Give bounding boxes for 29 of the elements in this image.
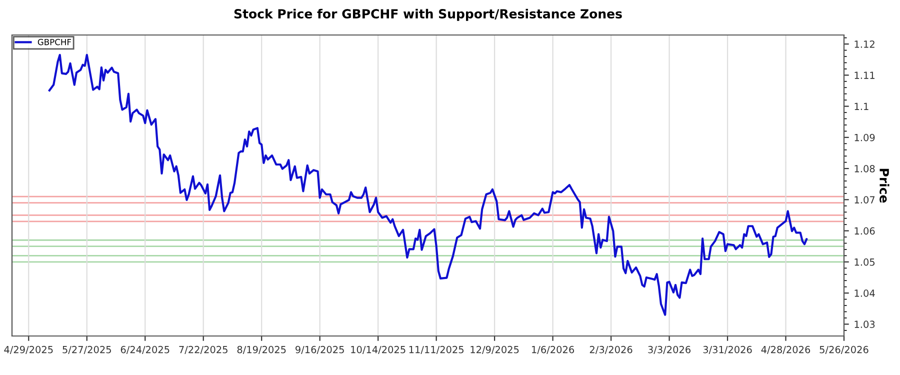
y-tick-label: 1.06 — [854, 227, 875, 235]
y-tick-label: 1.1 — [854, 102, 868, 110]
x-tick-label: 8/19/2025 — [237, 346, 286, 354]
x-tick-label: 4/29/2025 — [4, 346, 53, 354]
y-axis-title: Price — [880, 168, 890, 203]
x-tick-label: 6/24/2025 — [120, 346, 170, 354]
y-tick-label: 1.08 — [854, 165, 875, 172]
x-tick-label: 5/26/2026 — [820, 346, 868, 354]
y-tick-label: 1.03 — [854, 320, 875, 328]
y-tick-label: 1.11 — [854, 72, 874, 79]
x-tick-label: 3/3/2026 — [648, 346, 690, 354]
x-tick-label: 5/27/2025 — [62, 346, 111, 354]
x-tick-label: 4/28/2026 — [761, 346, 810, 354]
x-tick-label: 2/3/2026 — [590, 346, 632, 354]
x-tick-label: 10/14/2025 — [351, 346, 406, 354]
x-tick-label: 12/9/2025 — [470, 346, 519, 354]
chart-title: Stock Price for GBPCHF with Support/Resistance Zones — [234, 8, 622, 21]
y-tick-label: 1.05 — [854, 258, 875, 266]
x-tick-label: 3/31/2026 — [703, 346, 752, 354]
line-series — [48, 54, 808, 316]
x-tick-label: 1/6/2026 — [532, 346, 574, 354]
y-tick-label: 1.09 — [854, 134, 875, 142]
legend-label: GBPCHF — [38, 38, 72, 46]
x-tick-label: 9/16/2025 — [296, 346, 344, 354]
x-tick-label: 7/22/2025 — [179, 346, 228, 354]
y-tick-label: 1.04 — [854, 290, 875, 297]
y-tick-label: 1.07 — [854, 196, 875, 204]
y-tick-label: 1.12 — [854, 40, 874, 48]
x-tick-label: 11/11/2025 — [409, 346, 464, 354]
